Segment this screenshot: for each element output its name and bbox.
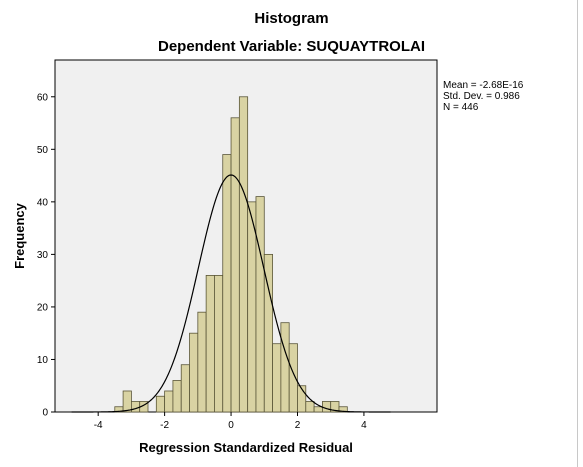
histogram-bar [255,196,265,413]
histogram-bar [122,390,132,413]
y-tick-label: 10 [37,355,49,366]
histogram-bar [214,275,224,413]
histogram-bar [230,117,240,413]
y-tick-label: 60 [37,92,49,103]
histogram-bar [305,401,315,413]
histogram-bar [205,275,215,413]
chart-title: Histogram [254,10,329,27]
stats-n: N = 446 [443,102,479,113]
histogram-bar [280,322,290,413]
y-axis-label: Frequency [12,202,27,269]
histogram-bar [321,401,332,413]
x-tick-label: 0 [228,420,234,431]
y-tick-label: 0 [42,408,48,419]
histogram-bar [238,96,249,413]
x-axis-label: Regression Standardized Residual [139,440,353,455]
x-tick-label: 2 [295,420,301,431]
stats-legend: Mean = -2.68E-16 Std. Dev. = 0.986 N = 4… [443,80,523,113]
histogram-bar [189,332,199,413]
y-tick-label: 30 [37,250,49,261]
y-tick-label: 40 [37,197,49,208]
histogram-bar [313,406,323,413]
chart-subtitle: Dependent Variable: SUQUAYTROLAI [158,38,425,55]
x-tick-label: -4 [94,420,103,431]
x-tick-label: -2 [160,420,169,431]
y-tick-label: 50 [37,145,49,156]
histogram-bar [338,406,348,413]
histogram-bar [180,364,190,413]
histogram-bar [164,390,174,413]
window-edge-divider [577,0,578,467]
histogram-bar [155,395,166,413]
histogram-bar [272,343,282,413]
histogram-bar [263,253,273,413]
histogram-bar [197,311,207,413]
stats-mean: Mean = -2.68E-16 [443,80,524,91]
histogram-bar [172,380,182,413]
x-tick-label: 4 [361,420,367,431]
histogram-bar [222,154,232,413]
histogram-bar [130,401,141,413]
y-tick-label: 20 [37,302,49,313]
histogram-bar [297,385,307,413]
stats-std-dev: Std. Dev. = 0.986 [443,91,520,102]
histogram-bar [288,343,298,413]
histogram-bar [247,201,257,413]
normal-curve [71,174,391,413]
